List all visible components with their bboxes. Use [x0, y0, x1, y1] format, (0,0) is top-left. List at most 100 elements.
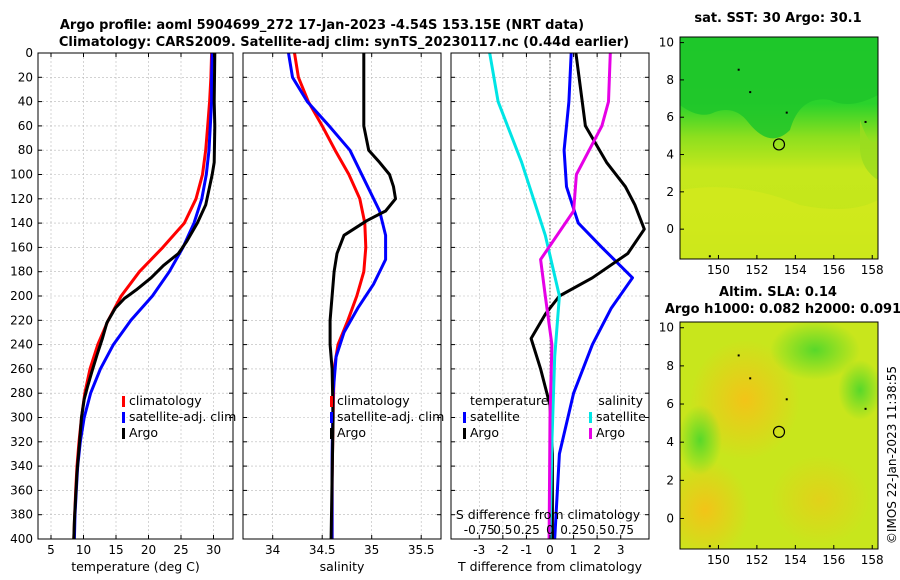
x-tick-label: 30 [206, 543, 221, 557]
legend-label: Argo [337, 425, 366, 440]
y-tick-label: 300 [10, 411, 33, 425]
y-tick-label: 220 [10, 313, 33, 327]
footer-timestamp: ©IMOS 22-Jan-2023 11:38:55 [885, 366, 899, 544]
sst-map-axes: 150 152 154 156 158 0 2 4 6 8 10 [659, 36, 884, 277]
sla-low-region-west [680, 405, 722, 475]
legend-swatch [589, 412, 592, 423]
s-tick-label: -0.75 [464, 523, 495, 537]
island-speck [785, 398, 788, 401]
legend-label: Argo [470, 425, 499, 440]
sla-map-axes: 150 152 154 156 158 0 2 4 6 8 10 [659, 321, 884, 567]
sst-warm-region [680, 37, 878, 139]
sla-map-title: Altim. SLA: 0.14 [719, 285, 837, 300]
y-tick-label: 200 [10, 289, 33, 303]
x-tick-label: 35 [364, 543, 379, 557]
y-tick-label: 240 [10, 338, 33, 352]
salinity-panel: 34 34.5 35 35.5 salinity climatologysatellite… [242, 52, 444, 574]
x-tick-label: 25 [173, 543, 188, 557]
x-tick-label: 3 [617, 543, 625, 557]
island-speck [749, 377, 752, 380]
map-y-tick-label: 6 [666, 397, 674, 411]
map-x-tick-label: 154 [784, 553, 807, 567]
legend-swatch [122, 396, 125, 407]
series-line-s-satellite [488, 52, 561, 540]
legend-label: climatology [129, 393, 202, 408]
island-speck [708, 545, 711, 548]
sla-heatmap [680, 322, 878, 549]
y-tick-label: 0 [25, 46, 33, 60]
argo-location-marker [772, 425, 786, 438]
legend-label: climatology [337, 393, 410, 408]
x-tick-label: 34 [265, 543, 280, 557]
s-tick-label: 0.5 [588, 523, 607, 537]
sst-patch [860, 120, 878, 180]
y-tick-label: 360 [10, 483, 33, 497]
sla-high-region-east [770, 455, 870, 545]
map-x-tick-label: 152 [745, 553, 768, 567]
y-tick-label: 60 [18, 119, 33, 133]
legend-swatch [463, 428, 466, 439]
y-tick-label: 160 [10, 240, 33, 254]
y-tick-label: 320 [10, 435, 33, 449]
temperature-panel: 5 10 15 20 25 3002040608010012014016018020022… [10, 46, 236, 574]
x-tick-label: 34.5 [309, 543, 336, 557]
legend-label: satellite [470, 409, 520, 424]
series-line-argo [72, 52, 217, 540]
legend-label: Argo [129, 425, 158, 440]
legend-label: satellite-adj. clim [129, 409, 236, 424]
y-tick-label: 140 [10, 216, 33, 230]
sst-map-frame [679, 36, 879, 260]
figure-title-line1: Argo profile: aoml 5904699_272 17-Jan-20… [60, 18, 584, 33]
map-x-tick-label: 156 [822, 553, 845, 567]
map-x-tick-label: 154 [784, 263, 807, 277]
map-y-tick-label: 6 [666, 110, 674, 124]
x-tick-label: 15 [108, 543, 123, 557]
map-x-tick-label: 158 [861, 263, 884, 277]
map-y-tick-label: 0 [666, 222, 674, 236]
x-axis-label: salinity [320, 559, 365, 574]
y-tick-label: 80 [18, 143, 33, 157]
series-line-t-argo [529, 52, 646, 539]
legend-title-salinity: salinity [598, 393, 643, 408]
map-y-tick-label: 0 [666, 511, 674, 525]
x-tick-label: 5 [47, 543, 55, 557]
island-speck [737, 354, 740, 357]
sla-low-region [770, 322, 860, 380]
map-x-tick-label: 158 [861, 553, 884, 567]
s-tick-label: 0 [546, 523, 554, 537]
sst-map-title: sat. SST: 30 Argo: 30.1 [694, 11, 861, 26]
y-tick-label: 280 [10, 386, 33, 400]
x-tick-label: -2 [497, 543, 509, 557]
x-tick-label: 35.5 [408, 543, 435, 557]
map-y-tick-label: 2 [666, 473, 674, 487]
s-tick-label: 0.25 [513, 523, 540, 537]
legend-label: satellite-adj. clim [337, 409, 444, 424]
y-tick-label: 380 [10, 508, 33, 522]
legend-swatch [330, 428, 333, 439]
island-speck [749, 91, 752, 94]
y-tick-label: 400 [10, 532, 33, 546]
map-y-tick-label: 4 [666, 148, 674, 162]
y-tick-label: 260 [10, 362, 33, 376]
difference-panel: -3 -2 -1 0 1 2 3 T difference from climatology t… [450, 52, 650, 574]
map-x-tick-label: 150 [707, 263, 730, 277]
sla-map-subtitle: Argo h1000: 0.082 h2000: 0.091 [665, 302, 900, 317]
map-y-tick-label: 8 [666, 359, 674, 373]
legend-title-temperature: temperature [470, 393, 549, 408]
x-axis-label: temperature (deg C) [71, 559, 200, 574]
argo-location-marker [772, 138, 786, 151]
y-tick-label: 180 [10, 265, 33, 279]
x-axis-label-salinity: S difference from climatology [456, 507, 641, 522]
x-tick-label: 1 [570, 543, 578, 557]
x-tick-label: 20 [141, 543, 156, 557]
map-y-tick-label: 2 [666, 185, 674, 199]
island-speck [737, 68, 740, 71]
map-y-tick-label: 10 [659, 321, 674, 335]
s-tick-label: 0.75 [607, 523, 634, 537]
x-tick-label: -3 [473, 543, 485, 557]
legend-swatch [122, 412, 125, 423]
series-line-satellite-adj-clim [287, 52, 388, 539]
sst-heatmap [680, 37, 878, 259]
y-tick-label: 120 [10, 192, 33, 206]
